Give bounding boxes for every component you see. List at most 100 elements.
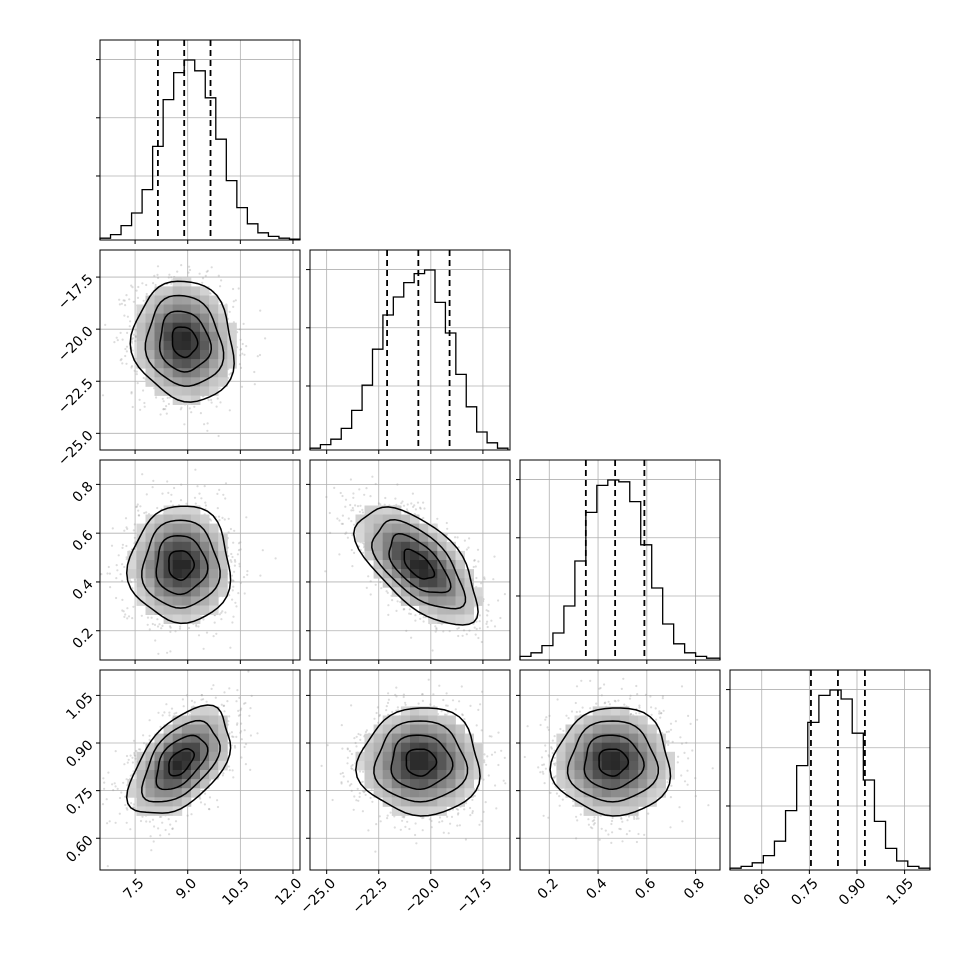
density-cell xyxy=(437,550,447,561)
sample-point xyxy=(157,827,160,830)
sample-point xyxy=(118,303,121,306)
sample-point xyxy=(218,613,221,616)
density-cell xyxy=(145,523,155,534)
sample-point xyxy=(135,749,138,753)
sample-point xyxy=(707,804,710,807)
density-cell xyxy=(172,724,183,734)
sample-point xyxy=(354,741,357,745)
sample-point xyxy=(221,610,224,613)
density-cell xyxy=(145,587,155,597)
density-cell xyxy=(181,605,192,615)
sample-point xyxy=(553,776,556,779)
sample-point xyxy=(204,792,207,795)
sample-point xyxy=(365,586,368,590)
sample-point xyxy=(484,801,487,804)
sample-point xyxy=(483,761,486,764)
density-cell xyxy=(200,760,210,771)
sample-point xyxy=(169,500,173,503)
density-cell xyxy=(592,742,603,753)
sample-point xyxy=(170,282,173,285)
density-cell xyxy=(209,550,219,561)
sample-point xyxy=(131,761,134,764)
sample-point xyxy=(238,328,242,331)
density-cell xyxy=(464,751,474,762)
sample-point xyxy=(136,382,139,385)
sample-point xyxy=(454,536,457,539)
sample-point xyxy=(238,565,241,568)
sample-point xyxy=(544,744,547,747)
sample-point xyxy=(133,578,136,581)
density-cell xyxy=(145,541,155,552)
density-cell xyxy=(145,350,155,360)
sample-point xyxy=(655,718,658,721)
density-cell xyxy=(218,560,228,570)
density-cell xyxy=(154,331,164,342)
sample-point xyxy=(487,610,490,613)
density-cell xyxy=(592,797,603,807)
sample-point xyxy=(339,491,342,495)
sample-point xyxy=(674,720,678,723)
density-cell xyxy=(391,797,402,807)
density-cell xyxy=(437,605,447,615)
sample-point xyxy=(243,729,246,732)
sample-point xyxy=(414,822,417,825)
sample-point xyxy=(185,502,188,505)
density-cell xyxy=(638,779,648,789)
sample-point xyxy=(685,741,688,744)
sample-point xyxy=(210,266,213,269)
density-cell xyxy=(565,733,575,744)
sample-point xyxy=(361,810,364,813)
sample-point xyxy=(240,385,244,388)
sample-point xyxy=(478,627,481,630)
sample-point xyxy=(100,573,103,576)
sample-point xyxy=(150,616,153,619)
sample-point xyxy=(404,703,407,706)
sample-point xyxy=(101,803,105,806)
sample-point xyxy=(658,712,661,715)
density-cell xyxy=(601,733,612,744)
sample-point xyxy=(551,739,555,742)
sample-point xyxy=(375,823,378,826)
density-cell xyxy=(391,770,402,780)
density-cell xyxy=(638,724,648,734)
sample-point xyxy=(176,270,179,273)
sample-point xyxy=(216,799,219,802)
sample-point xyxy=(346,747,349,750)
sample-point xyxy=(402,695,405,699)
sample-point xyxy=(471,798,474,802)
sample-point xyxy=(555,792,559,795)
density-cell xyxy=(163,779,174,789)
sample-point xyxy=(378,666,380,668)
sample-point xyxy=(429,703,432,706)
density-cell xyxy=(218,313,228,324)
sample-point xyxy=(130,284,133,287)
density-cell xyxy=(181,596,192,606)
sample-point xyxy=(234,560,237,563)
density-cell xyxy=(446,541,456,552)
density-cell xyxy=(437,806,447,816)
sample-point xyxy=(151,818,155,821)
sample-point xyxy=(242,576,246,579)
density-cell xyxy=(200,359,210,369)
sample-point xyxy=(186,814,189,817)
pair-panel-3-1: −25.0 −22.5 −20.0 −17.5 xyxy=(297,666,511,917)
sample-point xyxy=(238,562,241,566)
sample-point xyxy=(161,624,164,628)
sample-point xyxy=(414,614,417,617)
sample-point xyxy=(148,820,151,823)
sample-point xyxy=(542,772,545,775)
density-cell xyxy=(172,368,183,378)
density-cell xyxy=(218,724,228,734)
sample-point xyxy=(115,596,118,600)
x-tick-label: 9.0 xyxy=(173,875,200,902)
density-cell xyxy=(382,760,393,771)
density-cell xyxy=(620,715,630,725)
density-cell xyxy=(601,724,612,734)
sample-point xyxy=(116,339,119,342)
sample-point xyxy=(411,492,414,495)
density-cell xyxy=(464,605,474,615)
density-cell xyxy=(181,751,192,762)
contour-line xyxy=(168,550,196,581)
sample-point xyxy=(495,807,498,810)
x-tick-label: 10.5 xyxy=(219,875,252,908)
